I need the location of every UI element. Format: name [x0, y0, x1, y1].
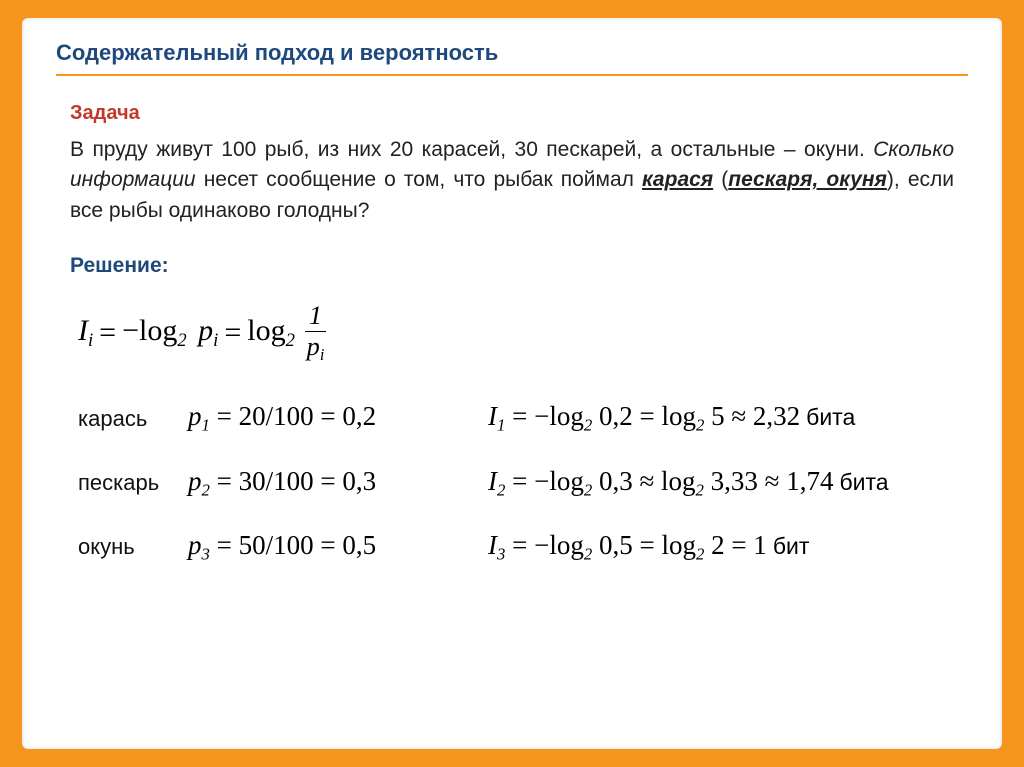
task-paren-close: ) [887, 168, 894, 191]
i1-mid: 0,3 ≈ log [592, 466, 695, 496]
task-word-1: карася [642, 168, 713, 191]
mf-eq1: = [99, 316, 116, 350]
mf-p: p [198, 314, 213, 347]
p0-var: p [188, 401, 202, 431]
i1-b: 3,33 ≈ 1,74 [704, 466, 834, 496]
mf-frac-den-var: p [307, 331, 320, 361]
mf-neg-log: −log [122, 314, 177, 347]
i1-var: I [488, 466, 497, 496]
task-mid: несет сообщение о том, что рыбак поймал [196, 168, 642, 191]
p0-sub: 1 [202, 416, 210, 435]
p-eq-2: p3 = 50/100 = 0,5 [188, 530, 488, 564]
task-label: Задача [70, 102, 968, 125]
p1-sub: 2 [202, 480, 210, 499]
task-paren-open: ( [713, 168, 728, 191]
mf-lhs: Ii [78, 314, 93, 352]
unit-0: бита [806, 404, 855, 430]
mf-frac-num: 1 [305, 302, 326, 332]
mf-frac: 1 pi [305, 302, 326, 363]
i0-mid: 0,2 = log [592, 401, 696, 431]
p0-expr: = 20/100 = 0,2 [210, 401, 376, 431]
i0-a: = −log [505, 401, 583, 431]
p-eq-0: p1 = 20/100 = 0,2 [188, 401, 488, 435]
unit-2: бит [773, 533, 810, 559]
i-eq-2: I3 = −log2 0,5 = log2 2 = 1бит [488, 530, 968, 564]
slide: Содержательный подход и вероятность Зада… [22, 18, 1002, 749]
fish-label-1: пескарь [78, 470, 188, 496]
i-eq-1: I2 = −log2 0,3 ≈ log2 3,33 ≈ 1,74бита [488, 466, 968, 500]
mf-log2: log [247, 314, 285, 347]
mf-frac-den: pi [307, 332, 325, 363]
p2-var: p [188, 530, 202, 560]
i0-b: 5 ≈ 2,32 [704, 401, 800, 431]
math-area: Ii = −log2 pi = log2 1 pi карась p1 = 20 [78, 302, 968, 564]
i0-var: I [488, 401, 497, 431]
mf-base1: 2 [177, 330, 186, 351]
mf-eq2: = [224, 316, 241, 350]
fish-label-2: окунь [78, 534, 188, 560]
i2-b: 2 = 1 [704, 530, 766, 560]
p2-expr: = 50/100 = 0,5 [210, 530, 376, 560]
task-word-2: пескаря, окуня [728, 168, 887, 191]
solution-rows: карась p1 = 20/100 = 0,2 I1 = −log2 0,2 … [78, 401, 968, 564]
i2-base1: 2 [584, 544, 592, 563]
p1-expr: = 30/100 = 0,3 [210, 466, 376, 496]
i1-a: = −log [505, 466, 583, 496]
p1-var: p [188, 466, 202, 496]
mf-frac-den-sub: i [320, 345, 325, 364]
task-text: В пруду живут 100 рыб, из них 20 карасей… [70, 135, 954, 226]
i0-base1: 2 [584, 416, 592, 435]
fish-label-0: карась [78, 406, 188, 432]
main-formula: Ii = −log2 pi = log2 1 pi [78, 302, 968, 363]
mf-p-sub: i [213, 330, 218, 351]
mf-I: I [78, 314, 88, 347]
i2-a: = −log [505, 530, 583, 560]
mf-term1: −log2 pi [122, 314, 218, 352]
i-eq-0: I1 = −log2 0,2 = log2 5 ≈ 2,32бита [488, 401, 968, 435]
p-eq-1: p2 = 30/100 = 0,3 [188, 466, 488, 500]
solution-label: Решение: [70, 254, 968, 278]
i2-var: I [488, 530, 497, 560]
slide-title: Содержательный подход и вероятность [56, 40, 968, 76]
task-prefix: В пруду живут 100 рыб, из них 20 карасей… [70, 138, 873, 161]
i1-base1: 2 [584, 480, 592, 499]
mf-term2: log2 [247, 314, 295, 352]
i1-base2: 2 [696, 480, 704, 499]
mf-base2: 2 [286, 330, 295, 351]
p2-sub: 3 [202, 544, 210, 563]
mf-I-sub: i [88, 330, 93, 351]
i2-mid: 0,5 = log [592, 530, 696, 560]
unit-1: бита [840, 469, 889, 495]
